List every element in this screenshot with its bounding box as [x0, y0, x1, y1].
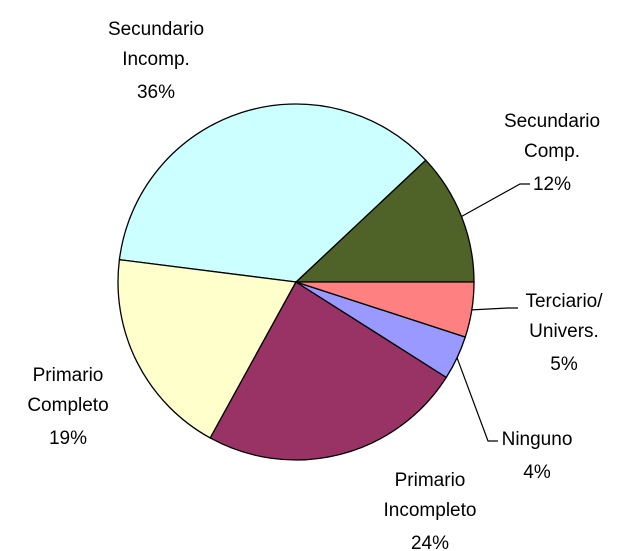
label-line: Comp. — [524, 141, 580, 162]
label-line: Incomp. — [122, 49, 190, 70]
label-line: Primario — [395, 470, 466, 491]
pie-slice — [117, 258, 298, 439]
pie-slice — [295, 281, 475, 338]
label-line: Terciario/ — [525, 291, 603, 312]
slice-label: Terciario/Univers. — [525, 291, 603, 342]
slice-label: Secundario Comp. — [504, 111, 600, 162]
slice-label: Primario Incompleto — [384, 470, 477, 521]
value-label: 12% — [533, 174, 571, 195]
label-line: Incompleto — [384, 500, 477, 521]
value-label: 24% — [411, 533, 449, 551]
label-line: Completo — [27, 395, 108, 416]
label-line: Ninguno — [502, 429, 573, 450]
pie-slice — [118, 103, 427, 283]
slice-label: Ninguno — [502, 429, 573, 450]
value-label: 4% — [523, 462, 551, 483]
value-label: 5% — [550, 354, 578, 375]
label-line: Secundario — [504, 111, 600, 132]
value-label: 36% — [137, 82, 175, 103]
label-line: Secundario — [108, 19, 204, 40]
leader-line — [456, 357, 498, 442]
leader-line — [471, 307, 518, 311]
pie-slice — [294, 159, 475, 283]
label-line: Primario — [33, 365, 104, 386]
slice-label: Primario Completo — [27, 365, 108, 416]
slice-label: Secundario Incomp. — [108, 19, 204, 70]
value-label: 19% — [49, 428, 87, 449]
label-line: Univers. — [529, 321, 599, 342]
leader-line — [461, 183, 530, 217]
pie-slice — [209, 281, 448, 461]
